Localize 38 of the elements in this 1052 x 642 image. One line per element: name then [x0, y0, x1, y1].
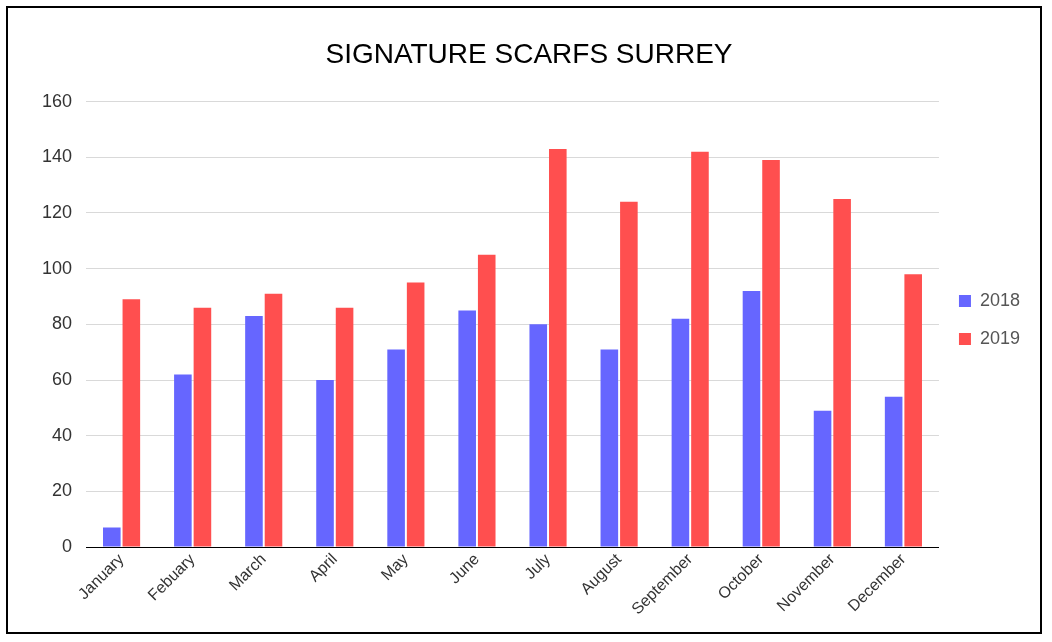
bar — [742, 290, 761, 547]
y-tick-label: 160 — [41, 90, 73, 111]
bar — [245, 315, 263, 547]
bar — [458, 310, 476, 547]
bar — [103, 527, 121, 547]
bar — [884, 396, 903, 547]
y-tick-label: 20 — [52, 480, 73, 501]
bar — [691, 151, 709, 547]
bar — [600, 349, 619, 547]
y-tick-label: 40 — [52, 424, 73, 445]
bar — [316, 380, 334, 547]
bar — [122, 299, 141, 547]
y-tick-label: 100 — [41, 257, 73, 278]
legend-label: 2019 — [979, 327, 1020, 348]
bar — [620, 201, 638, 547]
chart-title: SIGNATURE SCARFS SURREY — [325, 37, 733, 69]
bar — [529, 324, 548, 547]
y-tick-label: 80 — [52, 313, 73, 334]
bar — [387, 349, 405, 547]
bar — [264, 293, 283, 547]
bar — [193, 307, 212, 547]
bar — [335, 307, 354, 547]
bar — [833, 199, 851, 547]
bar — [174, 374, 192, 547]
x-tick-label: July — [521, 550, 554, 583]
y-tick-label: 140 — [41, 146, 73, 167]
y-tick-label: 120 — [41, 201, 73, 222]
legend-label: 2018 — [979, 289, 1020, 310]
bar — [762, 160, 780, 547]
bar — [813, 410, 832, 547]
x-tick-label: May — [377, 550, 412, 584]
y-tick-label: 0 — [62, 536, 73, 557]
y-tick-label: 60 — [52, 368, 73, 389]
bar — [904, 274, 922, 547]
bar — [671, 318, 690, 547]
bar — [477, 254, 496, 547]
bar — [549, 148, 567, 547]
bar — [406, 282, 425, 547]
